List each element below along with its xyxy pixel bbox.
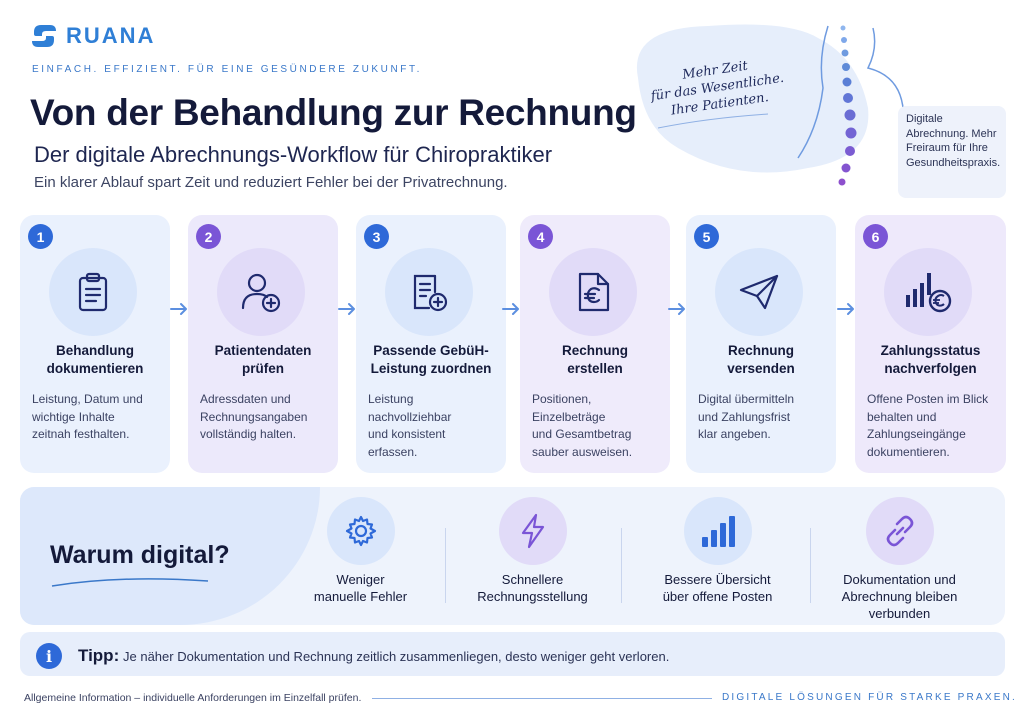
paper-plane-icon: [739, 274, 779, 310]
arrow-right-icon: [837, 303, 854, 315]
why-digital-title: Warum digital?: [50, 541, 230, 569]
chart-euro-icon: [906, 273, 952, 313]
euro-document-icon: [578, 272, 610, 312]
page-title: Von der Behandlung zur Rechnung: [30, 92, 637, 133]
step-description: Adressdaten und Rechnungsangaben vollstä…: [200, 392, 308, 441]
step-number: 2: [196, 224, 221, 249]
step-description: Digital übermitteln und Zahlungsfrist kl…: [698, 392, 795, 441]
arrow-right-icon: [502, 303, 519, 315]
tip-bar: [20, 632, 1005, 676]
step-card-5: 5 Rechnung versenden Digital übermitteln…: [686, 215, 836, 473]
tip-label: Tipp:: [78, 646, 120, 665]
step-number: 5: [694, 224, 719, 249]
step-title: Rechnung erstellen: [562, 343, 628, 376]
feature-label: Dokumentation und Abrechnung bleiben ver…: [841, 572, 958, 621]
step-title: Passende GebüH- Leistung zuordnen: [370, 343, 492, 376]
feature-label: Bessere Übersicht über offene Posten: [662, 572, 773, 604]
divider: [621, 528, 622, 603]
document-add-icon: [413, 274, 448, 312]
footer-divider: [372, 698, 712, 699]
brand-logo: RUANA: [30, 22, 155, 50]
step-card-4: 4 Rechnung erstellen Positionen, Einzelb…: [520, 215, 670, 473]
clipboard-icon: [78, 272, 108, 312]
user-add-icon: [241, 273, 281, 313]
lightning-icon: [521, 513, 544, 549]
step-number: 1: [28, 224, 53, 249]
step-number: 4: [528, 224, 553, 249]
arrow-right-icon: [170, 303, 187, 315]
step-title: Behandlung dokumentieren: [46, 343, 144, 376]
feature-label: Weniger manuelle Fehler: [313, 572, 408, 604]
tip-text: Je näher Dokumentation und Rechnung zeit…: [123, 649, 670, 664]
link-icon: [886, 515, 913, 547]
feature-item: Schnellere Rechnungsstellung: [450, 497, 615, 622]
divider: [445, 528, 446, 603]
step-card-2: 2 Patientendaten prüfen Adressdaten und …: [188, 215, 338, 473]
side-note-card: Digitale Abrechnung. Mehr Freiraum für I…: [898, 106, 1006, 198]
step-title: Zahlungsstatus nachverfolgen: [880, 343, 981, 376]
feature-item: Bessere Übersicht über offene Posten: [635, 497, 800, 622]
page-subtitle: Der digitale Abrechnungs-Workflow für Ch…: [34, 142, 553, 167]
info-icon: i: [36, 643, 62, 669]
page-lead: Ein klarer Ablauf spart Zeit und reduzie…: [34, 174, 508, 191]
spine-illustration: [636, 24, 905, 186]
brand-name: RUANA: [66, 23, 156, 48]
feature-item: Weniger manuelle Fehler: [278, 497, 443, 622]
step-title: Rechnung versenden: [727, 343, 795, 376]
step-description: Positionen, Einzelbeträge und Gesamtbetr…: [532, 392, 633, 459]
divider: [810, 528, 811, 603]
step-number: 3: [364, 224, 389, 249]
step-number: 6: [863, 224, 888, 249]
logo-icon: [32, 25, 56, 47]
swoosh-decoration: [51, 578, 209, 587]
footer-disclaimer: Allgemeine Information – individuelle An…: [24, 692, 362, 704]
feature-label: Schnellere Rechnungsstellung: [477, 572, 588, 604]
step-description: Leistung nachvollziehbar und konsistent …: [368, 392, 452, 459]
step-title: Patientendaten prüfen: [214, 343, 312, 376]
step-card-6: 6 Zahlungsstatus nachverfolgen Offene Po…: [855, 215, 1006, 473]
step-card-1: 1 Behandlung dokumentieren Leistung, Dat…: [20, 215, 170, 473]
arrow-right-icon: [338, 303, 355, 315]
step-card-3: 3 Passende GebüH- Leistung zuordnen Leis…: [356, 215, 506, 473]
brand-tagline: EINFACH. EFFIZIENT. FÜR EINE GESÜNDERE Z…: [32, 64, 422, 75]
gear-icon: [345, 515, 376, 547]
footer-slogan: DIGITALE LÖSUNGEN FÜR STARKE PRAXEN.: [722, 692, 1017, 703]
arrow-right-icon: [668, 303, 685, 315]
feature-item: Dokumentation und Abrechnung bleiben ver…: [817, 497, 982, 622]
step-description: Offene Posten im Blick behalten und Zahl…: [867, 392, 989, 459]
step-description: Leistung, Datum und wichtige Inhalte zei…: [32, 392, 143, 441]
bar-chart-icon: [701, 516, 735, 547]
